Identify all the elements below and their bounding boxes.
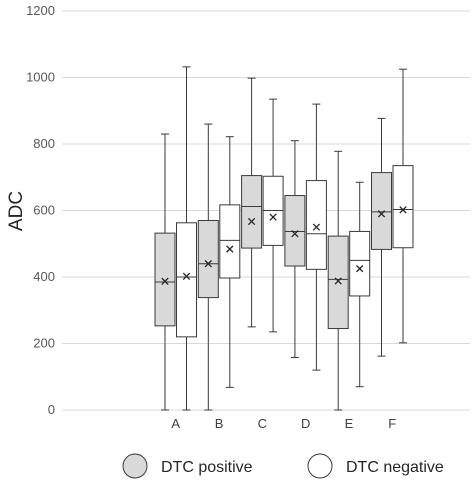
interquartile-box [241, 175, 263, 249]
legend-item-dtc-positive: DTC positive [122, 453, 253, 479]
legend-item-dtc-negative: DTC negative [307, 453, 444, 479]
legend-label-dtc-negative: DTC negative [346, 459, 444, 476]
x-category-label-f: F [388, 416, 396, 431]
x-category-label-a: A [171, 416, 180, 431]
box-dtc-positive-d [284, 140, 306, 358]
interquartile-box [284, 195, 306, 267]
x-axis-category-labels: A B C D E F [171, 416, 396, 431]
y-tick-label-800: 800 [33, 136, 55, 151]
y-tick-label-0: 0 [48, 402, 55, 417]
mean-marker [226, 245, 234, 253]
legend-swatch-dtc-negative [307, 453, 333, 479]
mean-marker [291, 230, 299, 238]
legend: DTC positive DTC negative [122, 453, 444, 479]
box-dtc-negative-c [262, 98, 284, 333]
box-dtc-positive-f [371, 117, 392, 357]
interquartile-box [176, 222, 197, 338]
y-tick-label-400: 400 [33, 269, 55, 284]
interquartile-box [305, 180, 327, 270]
x-category-label-c: C [258, 416, 267, 431]
y-axis-tick-labels: 0 200 400 600 800 1000 1200 [26, 3, 55, 417]
legend-label-dtc-positive: DTC positive [161, 459, 253, 476]
y-tick-label-1200: 1200 [26, 3, 55, 18]
box-dtc-positive-a [154, 133, 176, 411]
box-dtc-negative-f [392, 68, 414, 344]
mean-marker [247, 217, 256, 226]
y-tick-label-600: 600 [33, 203, 55, 218]
interquartile-box [371, 172, 392, 250]
mean-marker [334, 277, 342, 285]
box-dtc-positive-b [197, 123, 219, 411]
interquartile-box [349, 230, 371, 297]
interquartile-box [197, 219, 219, 299]
y-axis-title: ADC [6, 191, 27, 231]
box-dtc-negative-d [305, 103, 327, 371]
y-tick-label-200: 200 [33, 336, 55, 351]
mean-marker [204, 260, 212, 268]
x-category-label-d: D [301, 416, 310, 431]
interquartile-box [327, 235, 349, 330]
mean-marker [161, 277, 169, 285]
interquartile-box [219, 204, 241, 279]
interquartile-box [392, 165, 414, 249]
y-tick-label-1000: 1000 [26, 70, 55, 85]
box-dtc-negative-b [219, 136, 241, 388]
box-dtc-negative-e [349, 181, 371, 388]
mean-marker [182, 272, 191, 280]
box-dtc-negative-a [176, 66, 197, 411]
mean-marker [269, 213, 277, 221]
box-dtc-positive-e [327, 150, 349, 411]
x-category-label-b: B [215, 416, 224, 431]
box-plots [154, 66, 414, 411]
mean-marker [312, 223, 321, 231]
box-dtc-positive-c [241, 77, 263, 328]
interquartile-box [154, 232, 176, 327]
mean-marker [356, 265, 364, 273]
gridlines [62, 10, 470, 411]
mean-marker [377, 210, 386, 218]
x-category-label-e: E [345, 416, 354, 431]
mean-marker [399, 206, 407, 214]
legend-swatch-dtc-positive [122, 453, 148, 479]
